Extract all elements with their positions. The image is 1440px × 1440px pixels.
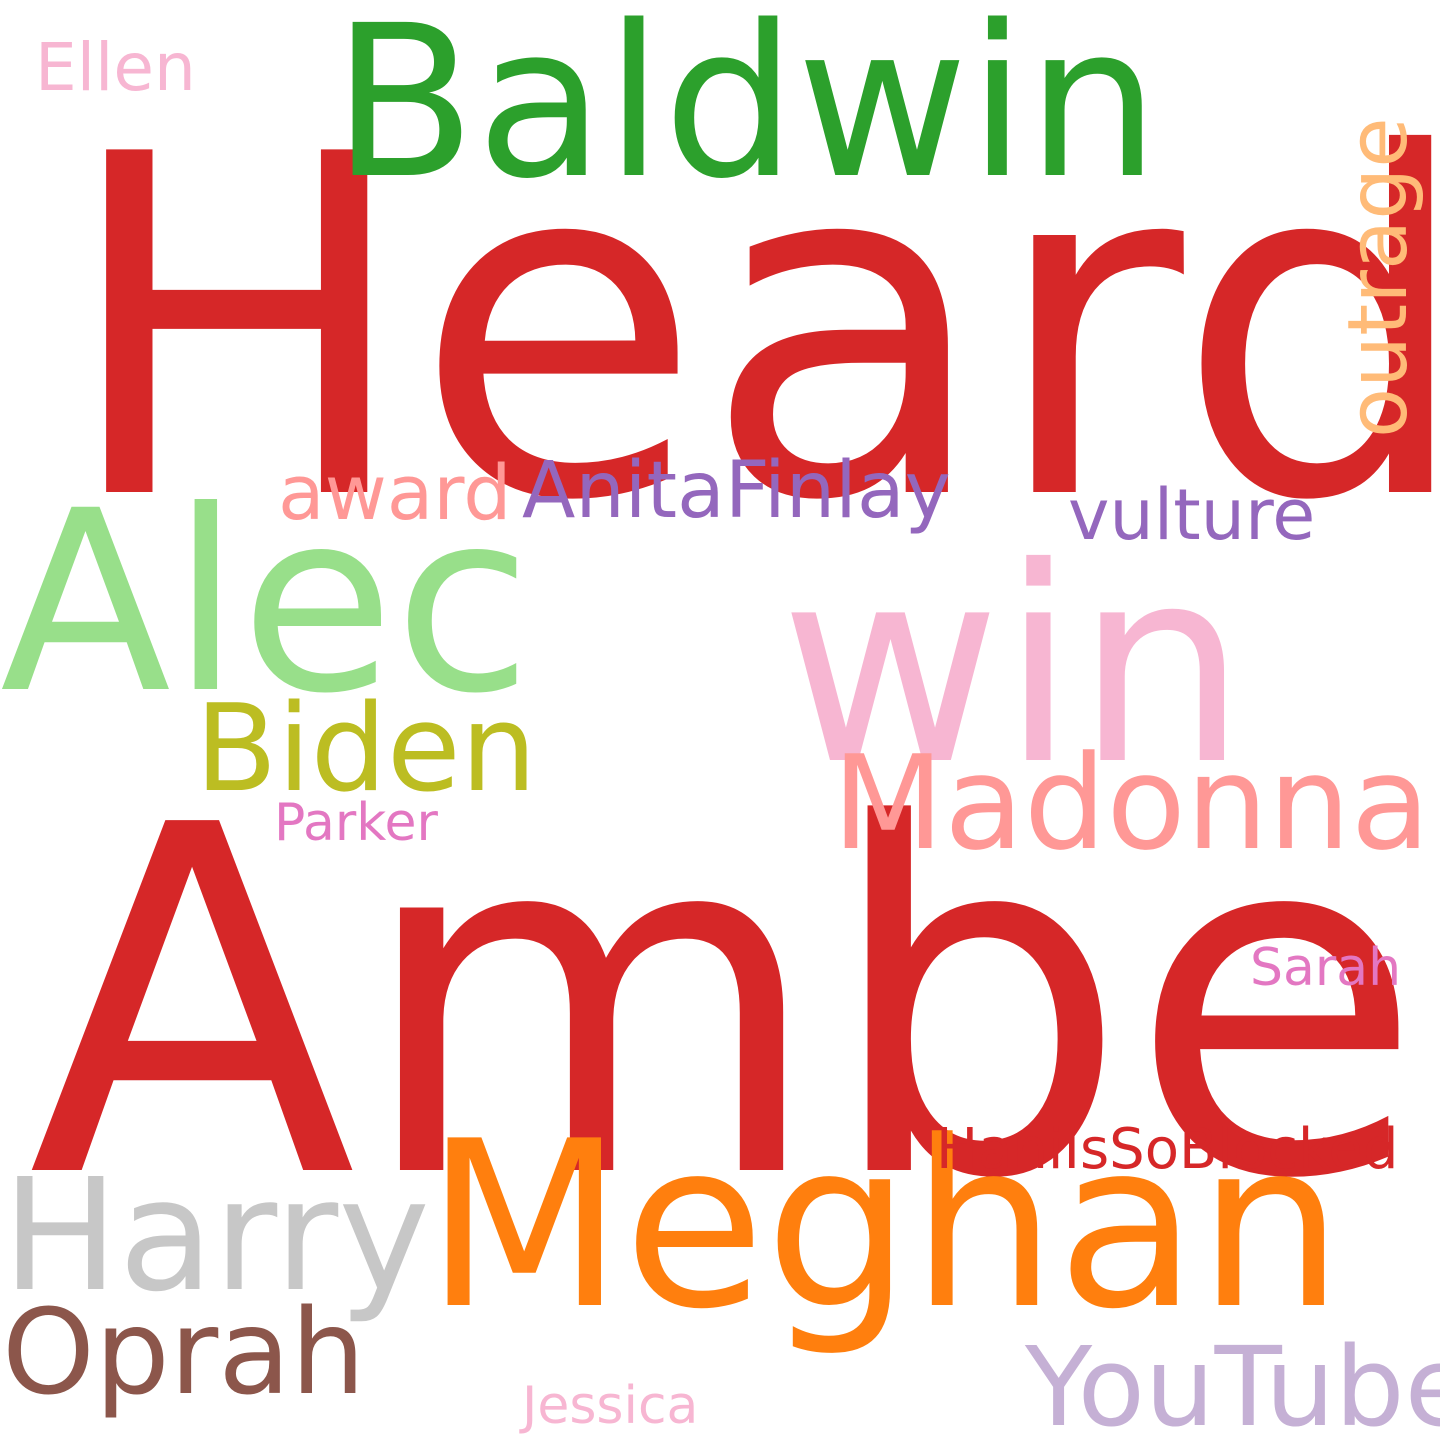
word-outrage: outrage <box>1331 117 1426 438</box>
word-meghan: Meghan <box>425 1093 1344 1360</box>
word-vulture: vulture <box>1068 474 1316 556</box>
word-madonna: Madonna <box>832 727 1431 879</box>
word-youtube: YouTube <box>1025 1323 1440 1440</box>
word-heard: Heard <box>60 56 1440 603</box>
word-jessica: Jessica <box>522 1376 699 1436</box>
word-ellen: Ellen <box>35 29 196 106</box>
word-parker: Parker <box>274 793 438 853</box>
word-baldwin: Baldwin <box>332 0 1160 225</box>
word-alec: Alec <box>0 457 532 748</box>
word-harry: Harry <box>2 1145 430 1326</box>
word-award: award <box>278 448 512 537</box>
word-haniissoblocked: HaniIsSoBlocked <box>936 1117 1399 1182</box>
word-win: win <box>780 509 1247 824</box>
word-anitafinlay: AnitaFinlay <box>522 446 951 536</box>
word-amber: Amber <box>28 725 1440 1284</box>
word-sarah: Sarah <box>1250 938 1402 998</box>
word-oprah: Oprah <box>2 1283 366 1421</box>
word-biden: Biden <box>195 680 537 819</box>
